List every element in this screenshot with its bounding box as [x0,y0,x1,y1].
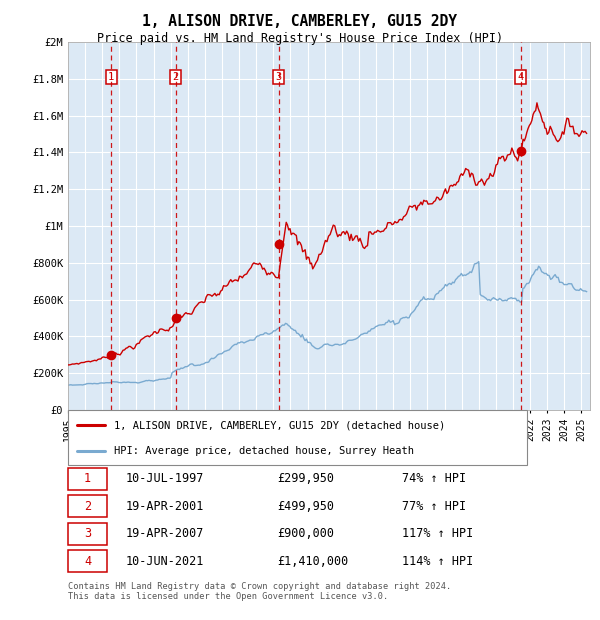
Text: 1: 1 [84,472,91,485]
Text: 3: 3 [275,72,281,82]
Text: 19-APR-2007: 19-APR-2007 [125,527,204,540]
Text: 77% ↑ HPI: 77% ↑ HPI [402,500,466,513]
Text: 114% ↑ HPI: 114% ↑ HPI [402,555,473,568]
Text: 4: 4 [84,555,91,568]
Text: 2: 2 [84,500,91,513]
Text: 74% ↑ HPI: 74% ↑ HPI [402,472,466,485]
Text: £299,950: £299,950 [277,472,334,485]
Text: 1: 1 [108,72,115,82]
Text: 10-JUL-1997: 10-JUL-1997 [125,472,204,485]
Text: 10-JUN-2021: 10-JUN-2021 [125,555,204,568]
Text: £499,950: £499,950 [277,500,334,513]
Text: Price paid vs. HM Land Registry's House Price Index (HPI): Price paid vs. HM Land Registry's House … [97,32,503,45]
Text: 117% ↑ HPI: 117% ↑ HPI [402,527,473,540]
Text: HPI: Average price, detached house, Surrey Heath: HPI: Average price, detached house, Surr… [114,446,414,456]
Text: 1, ALISON DRIVE, CAMBERLEY, GU15 2DY (detached house): 1, ALISON DRIVE, CAMBERLEY, GU15 2DY (de… [114,420,445,430]
Text: Contains HM Land Registry data © Crown copyright and database right 2024.
This d: Contains HM Land Registry data © Crown c… [68,582,451,601]
Text: 19-APR-2001: 19-APR-2001 [125,500,204,513]
FancyBboxPatch shape [68,551,107,572]
FancyBboxPatch shape [68,410,527,465]
Text: 2: 2 [173,72,179,82]
Text: £900,000: £900,000 [277,527,334,540]
FancyBboxPatch shape [68,523,107,545]
Text: 3: 3 [84,527,91,540]
FancyBboxPatch shape [68,467,107,490]
Text: 1, ALISON DRIVE, CAMBERLEY, GU15 2DY: 1, ALISON DRIVE, CAMBERLEY, GU15 2DY [143,14,458,29]
FancyBboxPatch shape [68,495,107,517]
Text: £1,410,000: £1,410,000 [277,555,348,568]
Text: 4: 4 [517,72,524,82]
